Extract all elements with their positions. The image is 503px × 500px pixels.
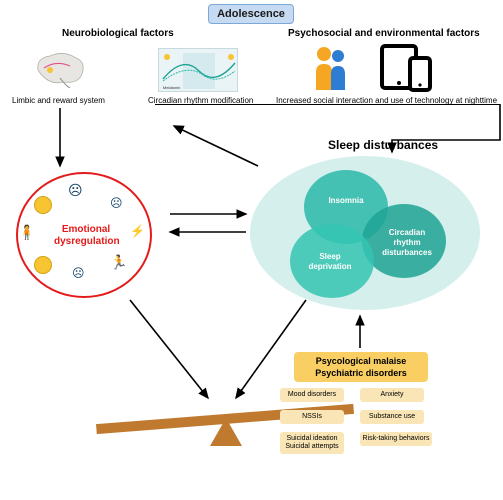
disorder-risk: Risk-taking behaviors — [360, 432, 432, 446]
disorder-substance: Substance use — [360, 410, 424, 424]
psych-line1: Psycological malaise — [316, 356, 407, 366]
person-icon: 🧍 — [18, 224, 35, 241]
emoji-angry-icon — [34, 256, 52, 274]
header-neurobiological: Neurobiological factors — [62, 28, 174, 39]
despair-icon: ☹ — [68, 182, 83, 199]
devices-icon — [380, 44, 432, 92]
title-badge: Adolescence — [208, 4, 294, 24]
disorder-anxiety: Anxiety — [360, 388, 424, 402]
circadian-box: Melatonin — [158, 48, 238, 92]
jump-icon: 🏃 — [110, 254, 127, 271]
psych-line2: Psychiatric disorders — [315, 368, 407, 378]
bolt-icon: ⚡ — [130, 224, 145, 238]
melatonin-label: Melatonin — [163, 85, 180, 90]
venn-label-insomnia: Insomnia — [320, 196, 372, 206]
emotional-label: Emotional dysregulation — [54, 224, 118, 248]
disorder-suicidal: Suicidal ideation Suicidal attempts — [280, 432, 344, 454]
venn-label-deprivation: Sleep deprivation — [300, 252, 360, 272]
emotional-line1: Emotional — [62, 224, 110, 235]
disorder-nssi: NSSIs — [280, 410, 344, 424]
emotional-line2: dysregulation — [54, 236, 120, 247]
seesaw-fulcrum — [210, 418, 242, 446]
venn-label-circadian: Circadian rhythm disturbances — [378, 228, 436, 258]
emoji-sad-icon — [34, 196, 52, 214]
frown-icon: ☹ — [110, 196, 123, 210]
brain-caption: Limbic and reward system — [12, 96, 105, 105]
factor-group-line — [155, 104, 500, 105]
disorder-mood: Mood disorders — [280, 388, 344, 402]
neutral-icon: ☹ — [72, 266, 85, 280]
sleep-title: Sleep disturbances — [328, 138, 438, 152]
psych-box: Psycological malaise Psychiatric disorde… — [294, 352, 428, 382]
brain-icon — [30, 48, 90, 88]
header-psychosocial: Psychosocial and environmental factors — [288, 28, 480, 39]
people-icon — [310, 44, 350, 90]
